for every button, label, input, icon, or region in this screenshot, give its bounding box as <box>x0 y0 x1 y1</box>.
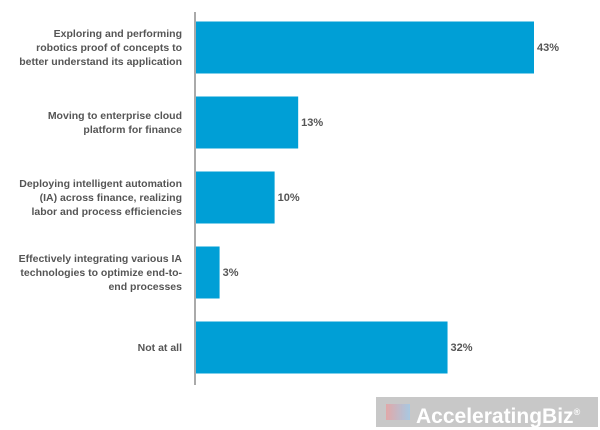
category-label: Deploying intelligent automation (IA) ac… <box>19 177 182 218</box>
value-label: 10% <box>277 191 300 204</box>
category-label: Exploring and performing robotics proof … <box>19 27 182 68</box>
value-label: 43% <box>537 41 560 54</box>
category-label: Moving to enterprise cloud platform for … <box>47 109 182 136</box>
bar <box>196 171 275 224</box>
category-label: Effectively integrating various IA techn… <box>18 252 182 293</box>
bar <box>196 321 448 374</box>
value-label: 32% <box>450 341 473 354</box>
bar <box>196 246 220 299</box>
bar <box>196 96 299 149</box>
watermark-mark: ® <box>573 407 581 417</box>
watermark-text: AcceleratingBiz <box>416 405 574 428</box>
category-label: Not at all <box>137 341 182 354</box>
bar <box>196 21 534 74</box>
value-label: 13% <box>301 116 324 129</box>
value-label: 3% <box>222 266 239 279</box>
watermark: AcceleratingBiz® <box>376 397 598 428</box>
logo-icon <box>386 404 410 420</box>
